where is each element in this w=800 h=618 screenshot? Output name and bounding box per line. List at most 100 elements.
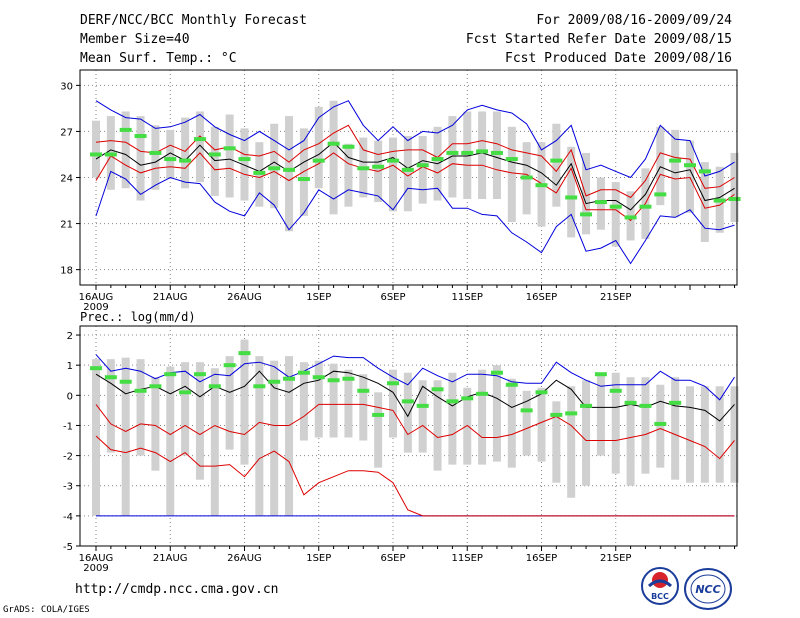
prec-x-tick-label: 11SEP [452,553,483,564]
temp-observed-mark [505,157,518,162]
prec-spread-box [329,363,338,438]
prec-x-tick-label: 21SEP [600,553,631,564]
prec-spread-box [552,401,561,483]
temp-min-line [95,170,735,265]
prec-title: Prec.: log(mm/d) [80,310,196,324]
temp-spread-box [210,126,219,196]
prec-max-line [95,354,735,401]
temp-x-tick-label: 21AUG [153,292,188,303]
temp-x-tick-label: 11SEP [452,292,483,303]
prec-spread-box [448,372,457,465]
temp-y-tick-label: 24 [60,174,73,185]
prec-spread-box [567,386,576,498]
prec-observed-mark [580,403,593,408]
temp-spread-box [270,123,279,209]
temp-spread-box [166,129,175,180]
temp-observed-mark [520,175,533,180]
prec-observed-mark [669,400,682,405]
prec-observed-mark [357,388,370,393]
temp-observed-mark [654,192,667,197]
prec-spread-box [700,386,709,483]
prec-observed-mark [149,384,162,389]
temp-observed-mark [208,152,221,157]
prec-x-tick-label: 16AUG [79,553,114,564]
temp-observed-mark [134,134,147,139]
temp-spread-box [181,117,190,189]
prec-spread-box [463,387,472,465]
grads-credit: GrADS: COLA/IGES [3,605,90,615]
prec-spread-box [611,372,620,474]
prec-observed-mark [253,384,266,389]
prec-observed-mark [134,388,147,393]
prec-observed-mark [594,372,607,377]
temp-year-label: 2009 [83,302,108,313]
prec-observed-mark [312,375,325,380]
prec-spread-box [344,369,353,438]
refer-date: Fcst Started Refer Date 2009/08/15 [465,32,732,47]
temp-observed-mark [490,150,503,155]
prec-observed-mark [520,408,533,413]
prec-observed-mark [372,412,385,417]
temp-observed-mark [669,158,682,163]
prec-y-tick-label: -5 [63,542,73,553]
temp-observed-mark [461,150,474,155]
temp-x-tick-label: 21SEP [600,292,631,303]
temp-observed-mark [223,146,236,151]
temp-spread-box [686,140,694,213]
prec-observed-mark [609,388,622,393]
prec-spread-box [181,362,190,456]
prec-spread-box [225,356,234,450]
temp-x-tick-label: 6SEP [380,292,405,303]
temp-observed-mark [90,152,102,157]
temp-spread-box [671,129,680,218]
prec-observed-mark [654,421,667,426]
prec-y-tick-label: -2 [63,452,73,463]
prec-y-tick-label: 0 [67,391,73,402]
temp-observed-mark [535,183,548,188]
prec-observed-mark [238,351,251,356]
temp-x-tick-label: 16SEP [526,292,557,303]
source-url[interactable]: http://cmdp.ncc.cma.gov.cn [75,582,279,597]
prec-observed-mark [401,399,414,404]
prec-upper_lower-line [95,435,735,517]
temp-observed-mark [149,150,162,155]
prec-observed-mark [90,366,102,371]
prec-spread-box [151,377,160,471]
forecast-period: For 2009/08/16-2009/09/24 [536,13,732,28]
prec-spread-box [285,356,294,516]
prec-observed-mark [490,370,503,375]
temp-observed-mark [312,158,325,163]
prec-lower-line [95,403,735,460]
prec-spread-box [121,357,130,516]
prec-observed-mark [461,396,474,401]
temp-observed-mark [580,212,593,217]
temp-spread-box [492,111,501,199]
temp-observed-mark [104,152,117,157]
prec-observed-mark [297,370,310,375]
temp-observed-mark [179,158,192,163]
prec-spread-box [671,377,680,480]
prec-spread-box [403,372,412,453]
prec-spread-box [626,377,635,486]
prec-spread-box [522,390,531,456]
prec-observed-mark [505,382,518,387]
temp-observed-mark [357,166,370,171]
prec-y-tick-label: 1 [67,361,73,372]
prec-observed-mark [342,376,355,381]
temp-observed-mark [594,200,607,205]
prec-observed-mark [624,400,637,405]
bcc-logo: BCC [641,567,679,605]
temp-x-tick-label: 16AUG [79,292,114,303]
bcc-logo-label: BCC [651,592,669,601]
prec-spread-box [582,380,591,486]
prec-spread-box [418,380,427,453]
temp-spread-box [656,126,665,206]
prec-observed-mark [327,378,340,383]
temp-spread-box [418,136,427,204]
prec-observed-mark [223,363,236,368]
temp-observed-mark [164,157,177,162]
temp-spread-box [344,143,353,207]
temp-spread-box [389,137,397,212]
temp-spread-box [700,162,709,242]
